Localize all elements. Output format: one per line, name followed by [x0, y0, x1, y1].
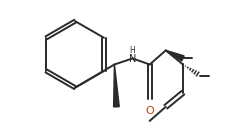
Text: O: O [145, 106, 154, 116]
Text: N: N [128, 54, 136, 64]
Text: H: H [129, 46, 135, 55]
Polygon shape [165, 50, 184, 61]
Polygon shape [113, 65, 119, 107]
